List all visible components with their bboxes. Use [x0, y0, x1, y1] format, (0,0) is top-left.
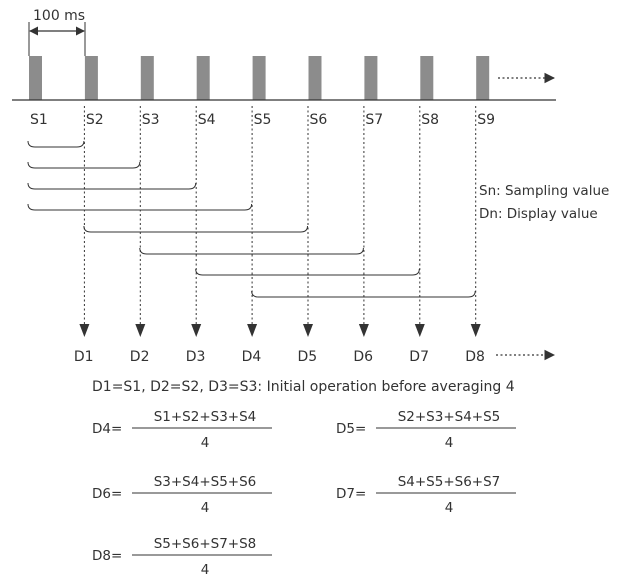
sample-label-s5: S5: [254, 112, 272, 128]
display-labels: D1 D2 D3 D4 D5 D6 D7 D8: [74, 349, 485, 365]
formula-numerator: S2+S3+S4+S5: [398, 409, 501, 425]
averaging-bracket-6: [139, 247, 364, 255]
display-arrowhead-d7: [414, 324, 425, 337]
averaging-bracket-8: [251, 290, 476, 298]
display-arrowhead-d1: [79, 324, 90, 337]
formulas: D4= S1+S2+S3+S4 4 D5= S2+S3+S4+S5 4 D6= S3+S4+S…: [92, 409, 516, 578]
formula-label: D5=: [336, 421, 366, 437]
averaging-bracket-7: [195, 268, 420, 276]
display-label-d1: D1: [74, 349, 94, 365]
formula-label: D7=: [336, 486, 366, 502]
formula-numerator: S4+S5+S6+S7: [398, 474, 501, 490]
display-label-d5: D5: [298, 349, 318, 365]
interval-annotation: 100 ms: [28, 8, 86, 56]
sample-label-s6: S6: [310, 112, 328, 128]
formula-d5: D5= S2+S3+S4+S5 4: [336, 409, 516, 451]
averaging-bracket-2: [27, 161, 141, 169]
formula-d7: D7= S4+S5+S6+S7 4: [336, 474, 516, 516]
averaging-bracket-4: [27, 203, 253, 211]
averaging-brackets: [27, 140, 476, 298]
display-label-d7: D7: [409, 349, 429, 365]
sample-label-s2: S2: [86, 112, 104, 128]
formula-label: D8=: [92, 548, 122, 564]
sample-label-s3: S3: [142, 112, 160, 128]
display-arrowhead-d4: [247, 324, 258, 337]
sample-pulse-s1: [29, 56, 42, 100]
formula-label: D4=: [92, 421, 122, 437]
averaging-bracket-3: [27, 182, 197, 190]
sampling-pulses: [29, 56, 490, 100]
formula-d4: D4= S1+S2+S3+S4 4: [92, 409, 272, 451]
sample-pulse-s2: [84, 56, 98, 100]
display-label-d8: D8: [465, 349, 485, 365]
sample-label-s9: S9: [477, 112, 495, 128]
formula-d8: D8= S5+S6+S7+S8 4: [92, 536, 272, 578]
initial-operation-note: D1=S1, D2=S2, D3=S3: Initial operation b…: [92, 379, 515, 395]
interval-label: 100 ms: [33, 8, 85, 24]
sample-pulse-s6: [308, 56, 322, 100]
formula-denominator: 4: [201, 435, 210, 451]
sample-label-s1: S1: [30, 112, 48, 128]
display-label-d3: D3: [186, 349, 206, 365]
sample-pulse-s5: [252, 56, 266, 100]
formula-label: D6=: [92, 486, 122, 502]
formula-numerator: S1+S2+S3+S4: [154, 409, 257, 425]
display-arrows: [79, 106, 481, 337]
sample-pulse-s4: [196, 56, 210, 100]
formula-denominator: 4: [445, 435, 454, 451]
display-arrowhead-d2: [135, 324, 146, 337]
legend-display: Dn: Display value: [479, 206, 598, 222]
display-label-d6: D6: [353, 349, 373, 365]
sample-label-s4: S4: [198, 112, 216, 128]
display-label-d2: D2: [130, 349, 150, 365]
formula-denominator: 4: [201, 500, 210, 516]
sample-pulse-s8: [420, 56, 434, 100]
averaging-bracket-1: [27, 140, 85, 148]
formula-denominator: 4: [201, 562, 210, 578]
display-arrowhead-d5: [303, 324, 313, 337]
averaging-bracket-5: [83, 225, 308, 233]
display-arrowhead-d3: [191, 324, 202, 337]
display-arrowhead-d6: [358, 324, 369, 337]
formula-denominator: 4: [445, 500, 454, 516]
sample-pulse-s7: [364, 56, 378, 100]
sample-label-s7: S7: [365, 112, 383, 128]
sample-label-s8: S8: [421, 112, 439, 128]
sample-pulse-s9: [476, 56, 490, 100]
sample-pulse-s3: [140, 56, 154, 100]
formula-d6: D6= S3+S4+S5+S6 4: [92, 474, 272, 516]
formula-numerator: S5+S6+S7+S8: [154, 536, 257, 552]
display-label-d4: D4: [242, 349, 262, 365]
sample-labels: S1 S2 S3 S4 S5 S6 S7 S8 S9: [30, 112, 495, 128]
legend-sampling: Sn: Sampling value: [479, 183, 609, 199]
display-arrowhead-d8: [470, 324, 481, 337]
formula-numerator: S3+S4+S5+S6: [154, 474, 257, 490]
